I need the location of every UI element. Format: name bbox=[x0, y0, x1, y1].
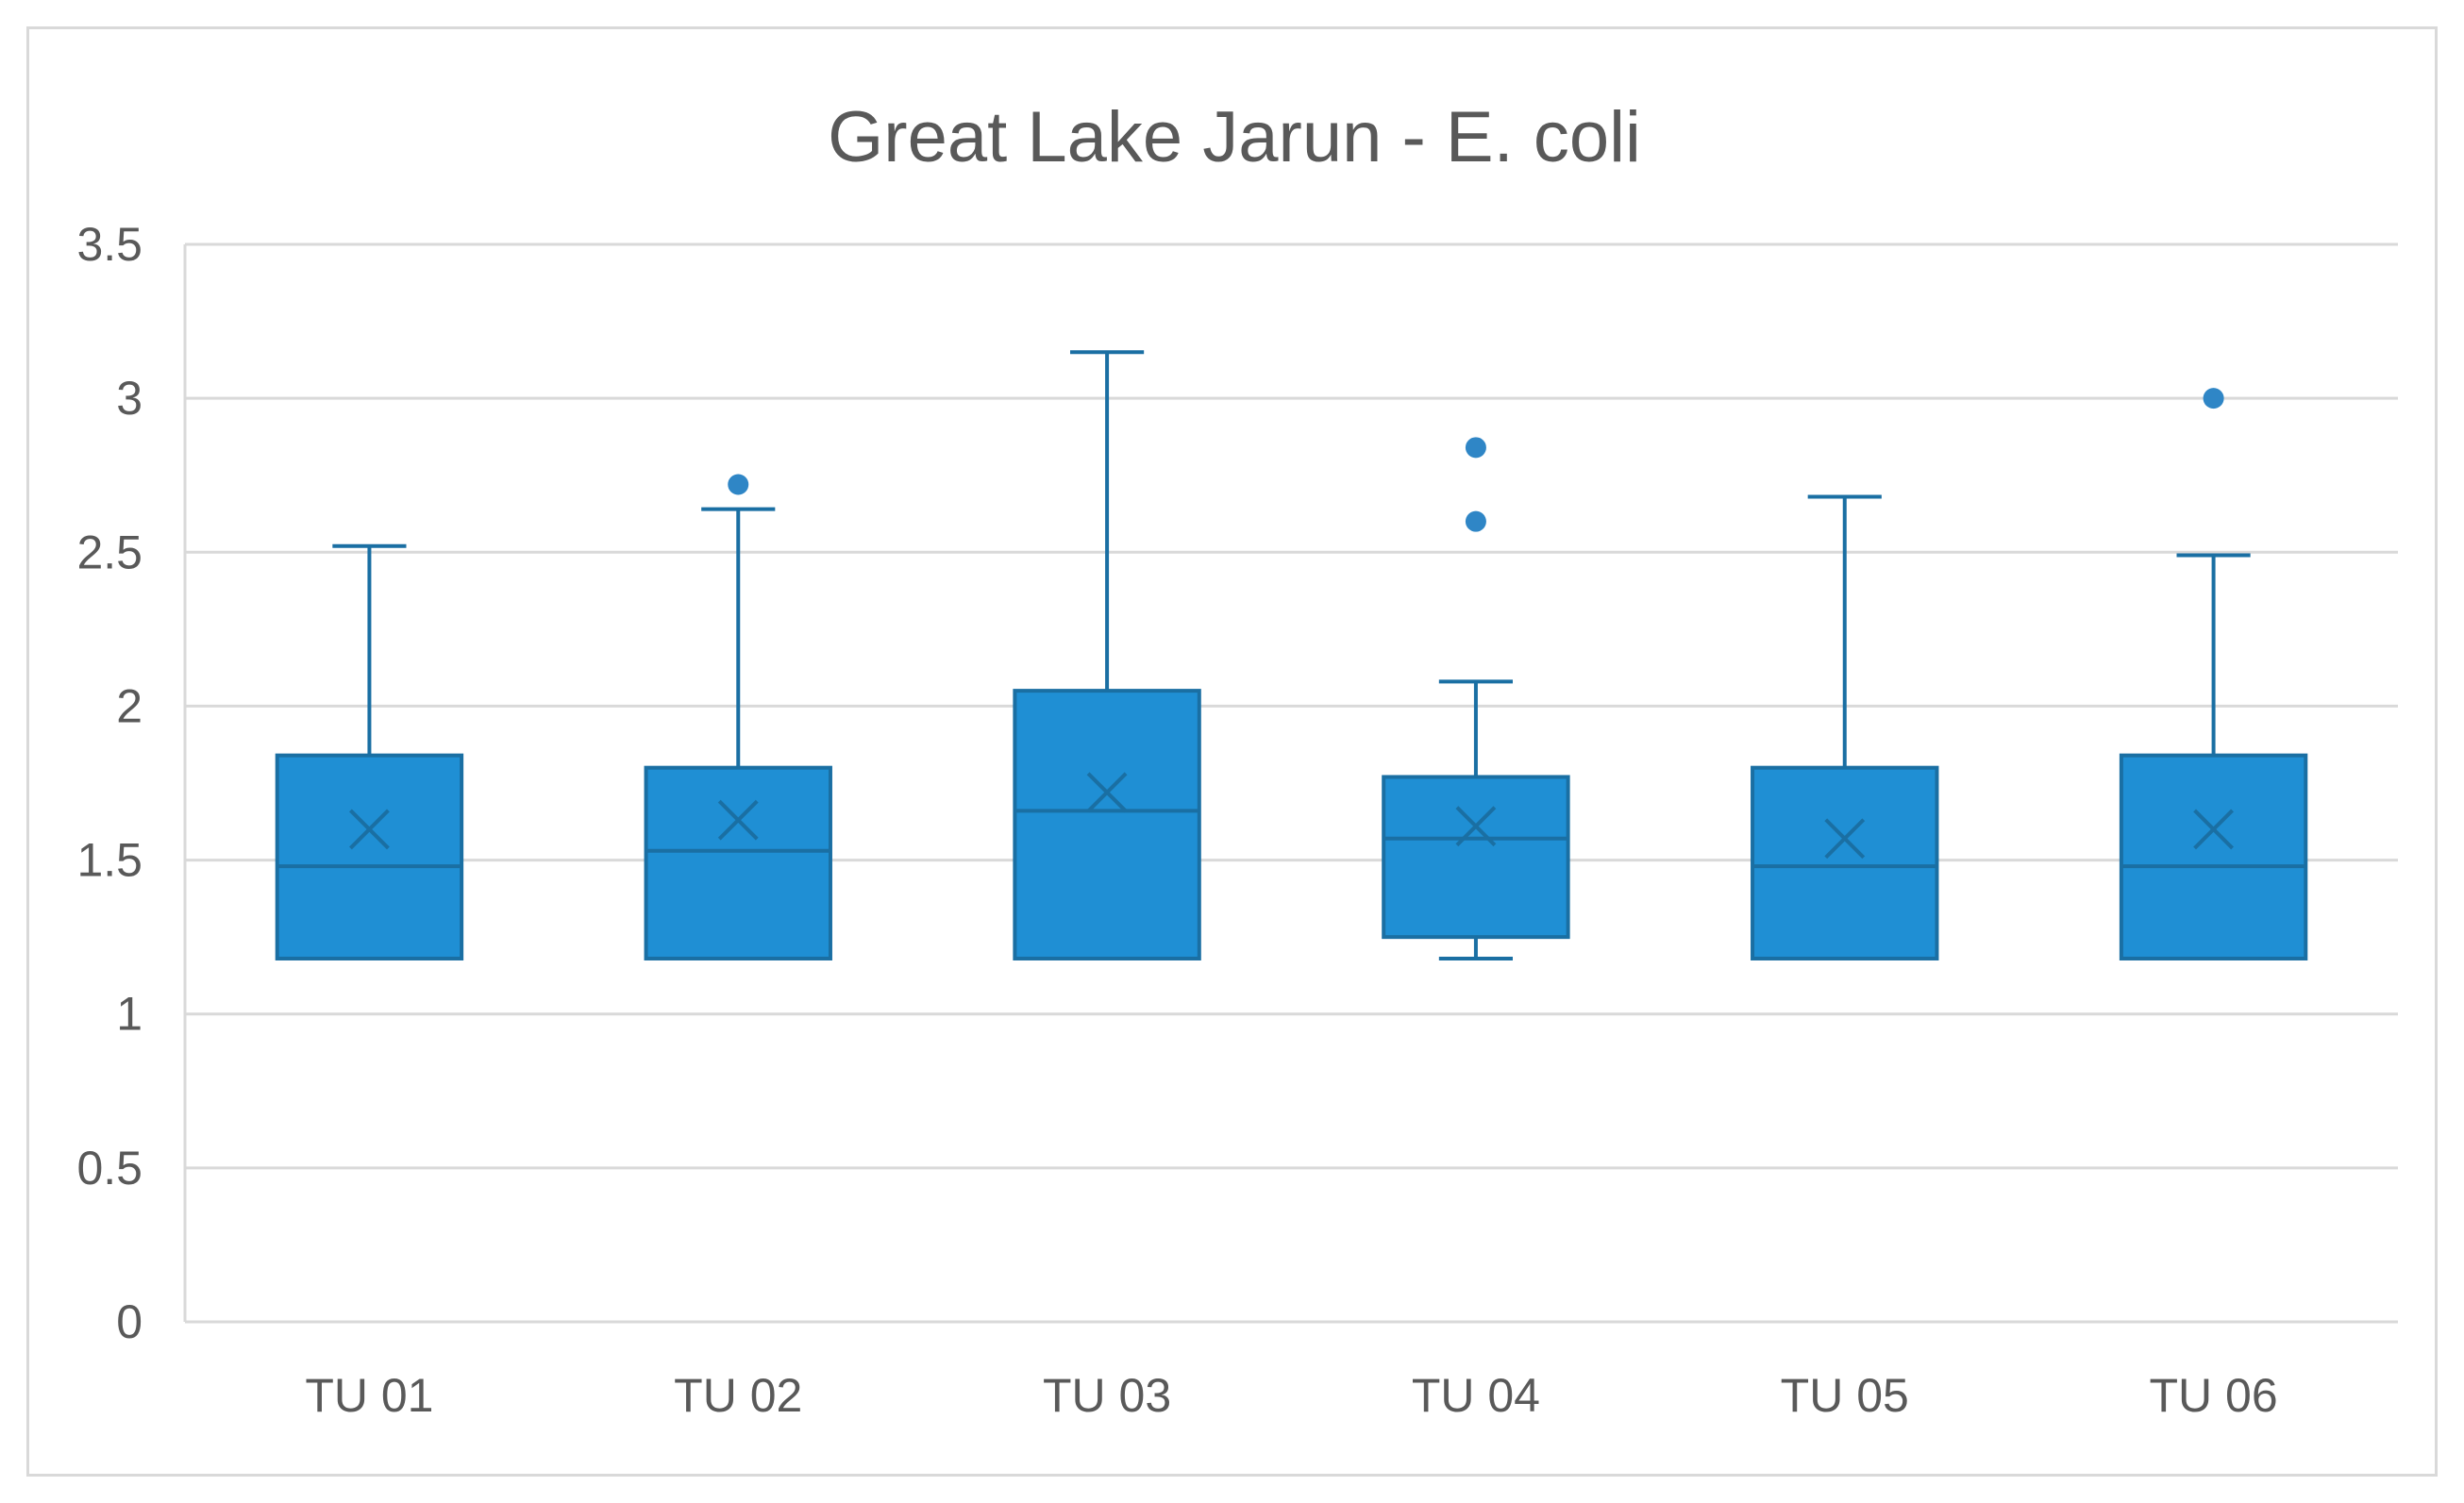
box-iqr bbox=[1013, 689, 1201, 960]
box-group bbox=[1751, 494, 1939, 960]
y-tick-label: 1.5 bbox=[76, 834, 142, 887]
box-group bbox=[275, 543, 464, 960]
y-tick-label: 3.5 bbox=[76, 218, 142, 271]
box-group bbox=[1013, 350, 1201, 960]
y-tick-label: 0 bbox=[116, 1295, 142, 1348]
x-axis-ticks: TU 01 TU 02 TU 03 TU 04 TU 05 TU 06 bbox=[305, 1369, 2277, 1422]
box-iqr bbox=[275, 753, 464, 960]
mean-marker-stroke-b bbox=[349, 809, 390, 850]
grid-lines bbox=[183, 242, 2398, 1324]
box-iqr bbox=[1751, 765, 1939, 960]
box-group bbox=[2119, 388, 2308, 960]
y-tick-label: 0.5 bbox=[76, 1142, 142, 1194]
box-iqr bbox=[644, 765, 832, 960]
y-axis-ticks: 0 0.5 1 1.5 2 2.5 3 3.5 bbox=[76, 218, 142, 1348]
chart-title: Great Lake Jarun - E. coli bbox=[828, 97, 1641, 177]
x-tick-label: TU 04 bbox=[1412, 1369, 1540, 1422]
y-tick-label: 2.5 bbox=[76, 526, 142, 578]
x-tick-label: TU 01 bbox=[305, 1369, 433, 1422]
x-tick-label: TU 03 bbox=[1043, 1369, 1171, 1422]
mean-marker-stroke-b bbox=[717, 799, 759, 841]
box-iqr bbox=[1382, 775, 1570, 940]
x-tick-label: TU 02 bbox=[674, 1369, 802, 1422]
box-group bbox=[1382, 437, 1570, 960]
mean-marker-stroke-b bbox=[2193, 809, 2234, 850]
chart-frame: Great Lake Jarun - E. coli 0 0.5 1 1.5 2 2.5 3… bbox=[26, 26, 2438, 1477]
x-tick-label: TU 06 bbox=[2149, 1369, 2277, 1422]
mean-marker-stroke-b bbox=[1455, 806, 1497, 847]
outlier-point bbox=[2203, 388, 2224, 409]
y-tick-label: 3 bbox=[116, 372, 142, 425]
mean-marker-stroke-b bbox=[1824, 818, 1866, 860]
y-tick-label: 1 bbox=[116, 988, 142, 1041]
box-iqr bbox=[2119, 753, 2308, 960]
box-plot-chart: Great Lake Jarun - E. coli 0 0.5 1 1.5 2 2.5 3… bbox=[76, 97, 2398, 1422]
outlier-point bbox=[728, 474, 749, 495]
y-tick-label: 2 bbox=[116, 679, 142, 732]
outlier-point bbox=[1465, 510, 1486, 532]
x-tick-label: TU 05 bbox=[1781, 1369, 1909, 1422]
box-series bbox=[275, 350, 2308, 960]
outlier-point bbox=[1465, 437, 1486, 459]
box-group bbox=[644, 474, 832, 960]
mean-marker-stroke-b bbox=[1086, 772, 1128, 813]
